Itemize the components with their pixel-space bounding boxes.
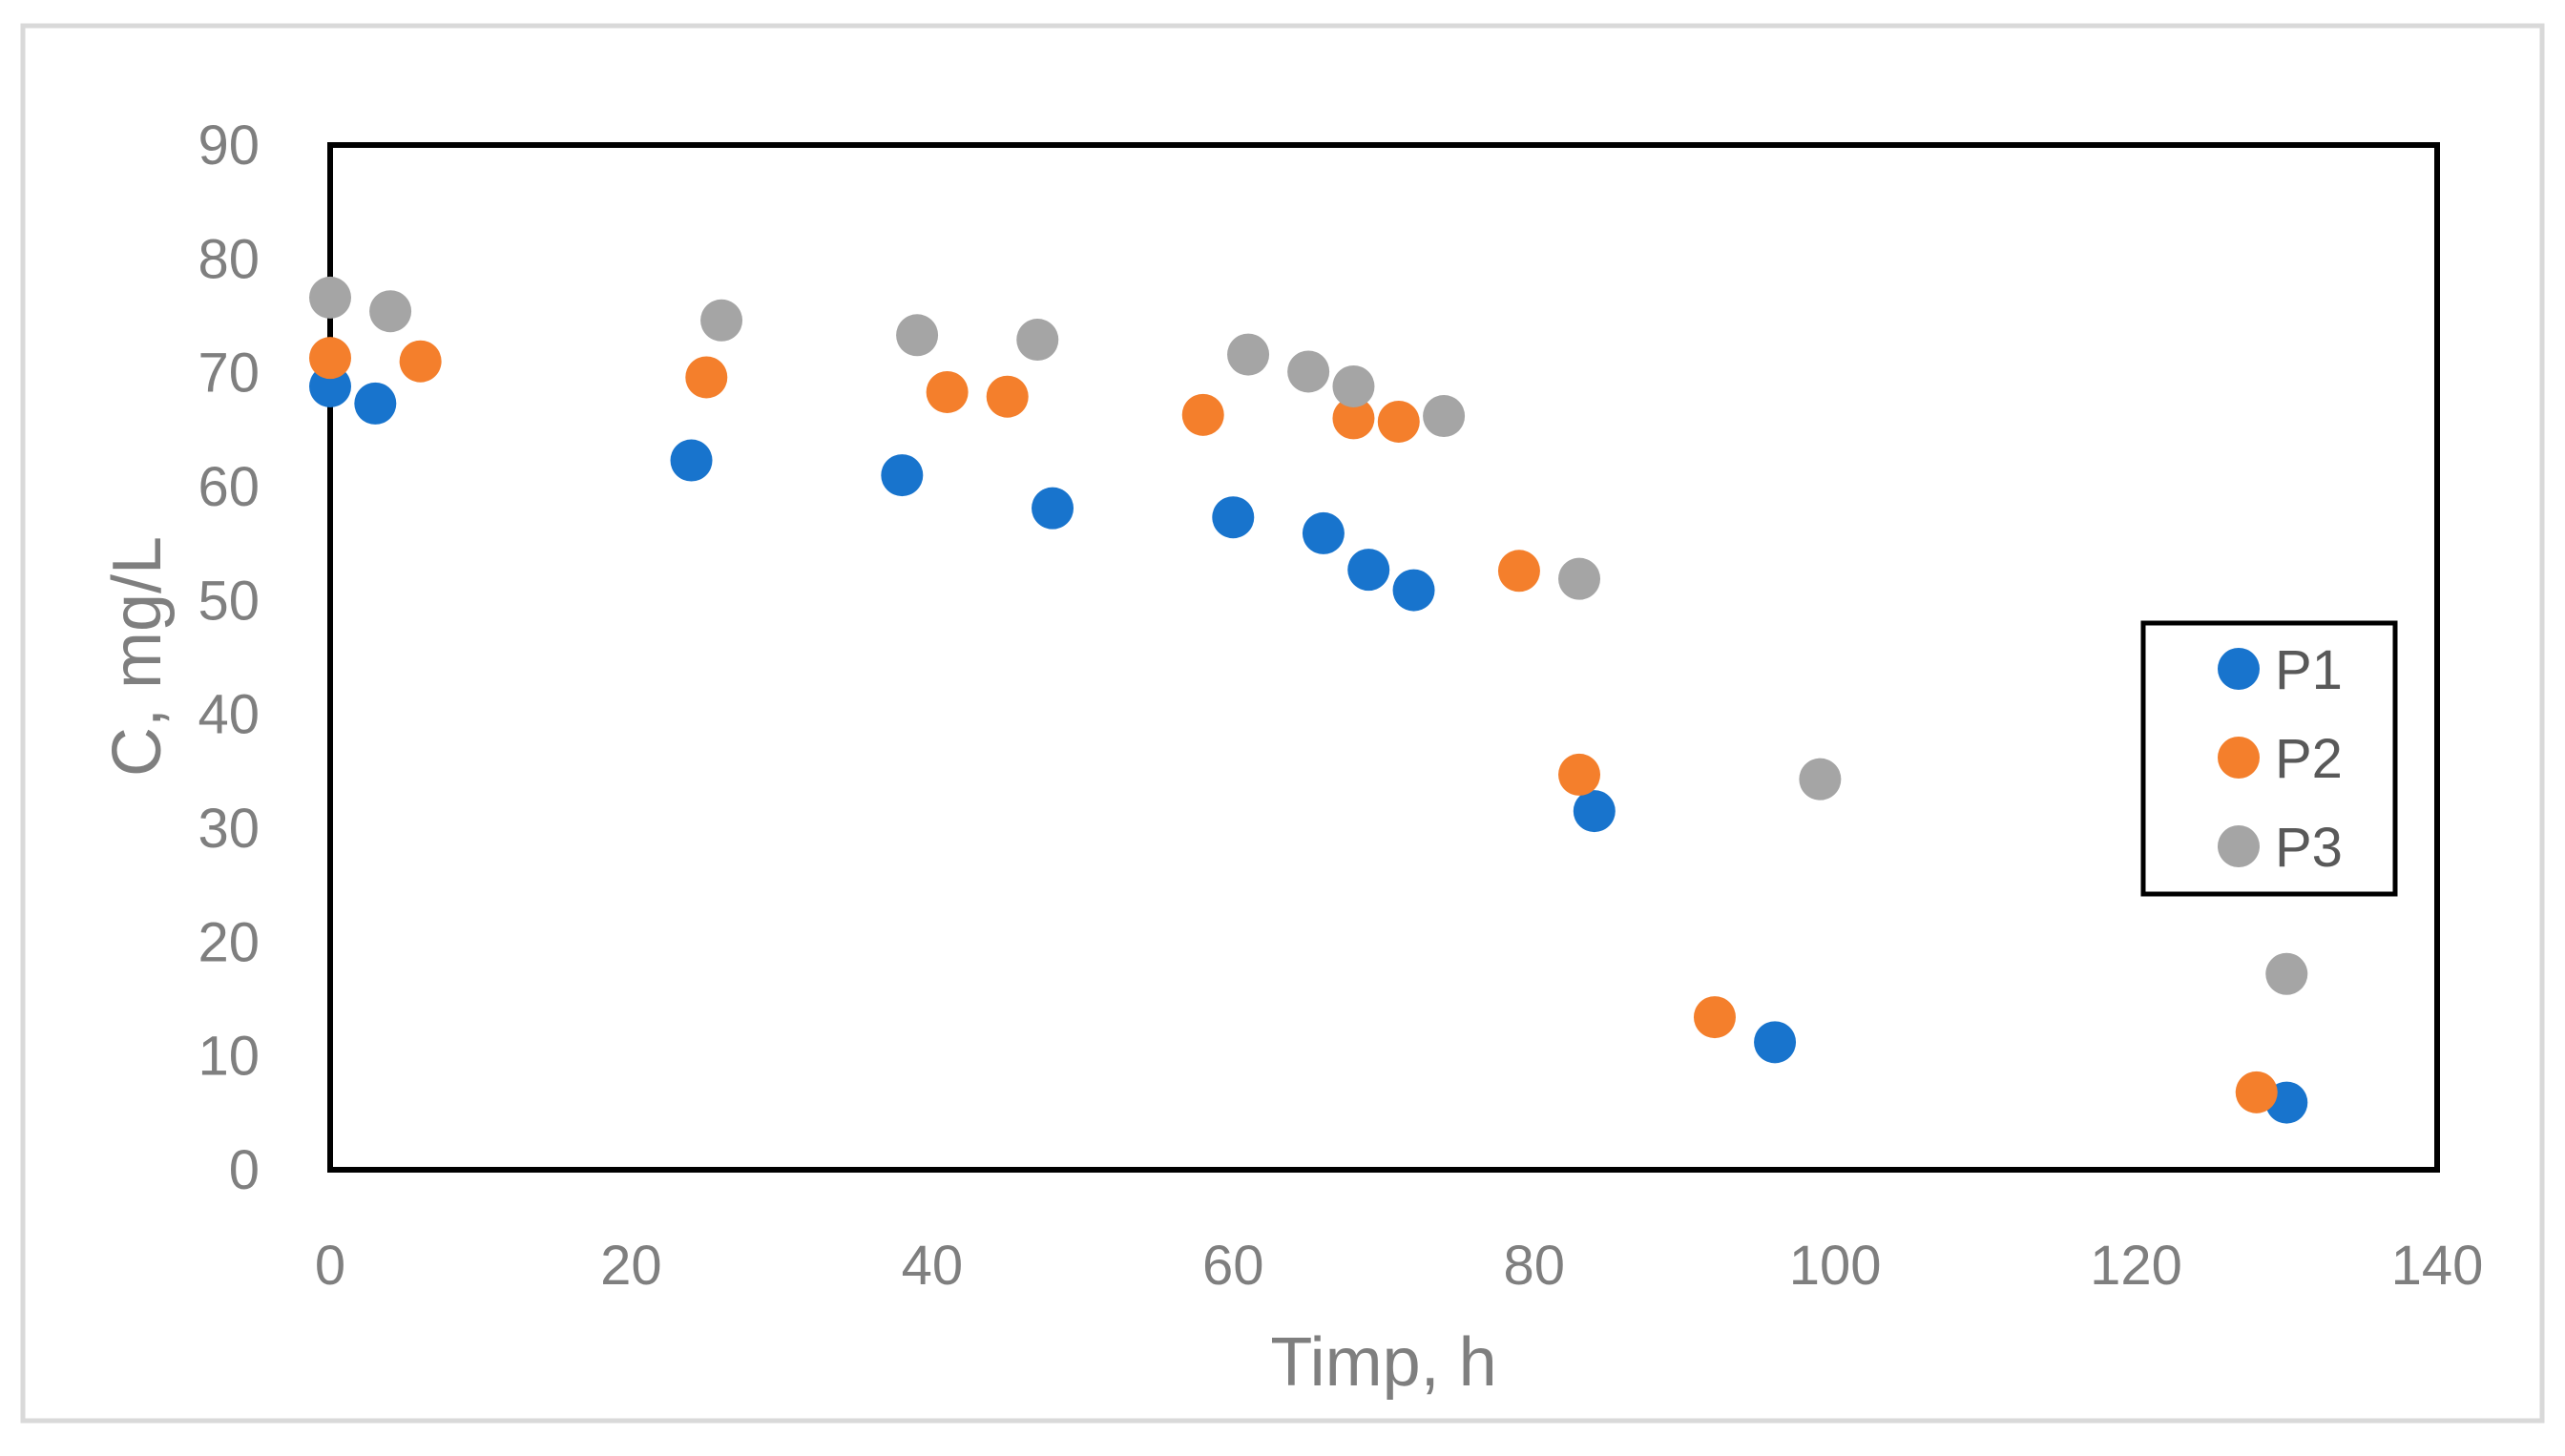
data-point-p1 [1302, 511, 1345, 554]
x-tick-label: 120 [2090, 1235, 2182, 1297]
data-point-p1 [1754, 1021, 1797, 1064]
y-tick-label: 30 [198, 798, 260, 860]
data-point-p3 [369, 290, 412, 333]
plot-area [327, 142, 2440, 1173]
data-point-p3 [1227, 333, 1270, 376]
legend-box [2140, 620, 2398, 897]
data-point-p3 [700, 299, 743, 342]
data-point-p2 [399, 340, 442, 383]
y-axis-tick-labels: 0 10 20 30 40 50 60 70 80 90 [198, 114, 260, 1201]
y-tick-label: 60 [198, 456, 260, 518]
data-point-p2 [1497, 550, 1540, 593]
y-axis-title: C, mg/L [99, 536, 176, 777]
data-point-p1 [670, 439, 713, 482]
data-point-p3 [1287, 350, 1330, 393]
data-point-p1 [1032, 487, 1074, 530]
data-point-p1 [1212, 496, 1255, 539]
data-points [309, 276, 2308, 1124]
legend-label-p1: P1 [2275, 639, 2343, 701]
x-tick-label: 100 [1789, 1235, 1882, 1297]
y-tick-label: 90 [198, 114, 260, 177]
legend-marker-p2 [2218, 737, 2260, 779]
legend-label-p2: P2 [2275, 728, 2343, 790]
data-point-p1 [1573, 790, 1616, 833]
data-point-p3 [896, 314, 939, 357]
x-tick-label: 60 [1202, 1235, 1264, 1297]
data-point-p2 [1558, 753, 1601, 796]
data-point-p2 [1693, 996, 1736, 1039]
x-tick-label: 40 [902, 1235, 964, 1297]
series-p2 [309, 337, 2278, 1113]
x-tick-label: 20 [600, 1235, 662, 1297]
chart-area-border [20, 23, 2545, 1424]
data-point-p3 [1423, 395, 1466, 438]
data-point-p2 [309, 337, 351, 380]
data-point-p3 [1332, 364, 1375, 407]
x-tick-label: 80 [1503, 1235, 1565, 1297]
data-point-p1 [354, 382, 397, 425]
data-point-p2 [986, 375, 1029, 418]
data-point-p2 [1332, 397, 1375, 440]
y-tick-label: 40 [198, 684, 260, 746]
data-point-p2 [2235, 1071, 2278, 1113]
data-point-p2 [1377, 400, 1420, 443]
series-p3 [309, 276, 2308, 995]
data-point-p3 [309, 276, 351, 319]
y-tick-label: 80 [198, 228, 260, 290]
x-axis-title: Timp, h [1270, 1324, 1496, 1401]
data-point-p3 [1799, 758, 1842, 801]
y-tick-label: 20 [198, 911, 260, 973]
data-point-p1 [1392, 569, 1435, 612]
data-point-p3 [1558, 557, 1601, 600]
data-point-p2 [926, 370, 969, 413]
x-tick-label: 140 [2391, 1235, 2484, 1297]
legend: P1 P2 P3 [2140, 620, 2398, 897]
data-point-p3 [2265, 952, 2308, 995]
y-tick-label: 50 [198, 570, 260, 632]
legend-marker-p1 [2218, 648, 2260, 690]
x-tick-label: 0 [315, 1235, 345, 1297]
y-tick-label: 0 [229, 1139, 260, 1201]
data-point-p3 [1016, 319, 1059, 362]
x-axis-tick-labels: 0 20 40 60 80 100 120 140 [315, 1235, 2484, 1297]
legend-marker-p3 [2218, 825, 2260, 867]
data-point-p1 [881, 454, 924, 497]
data-point-p2 [685, 356, 728, 399]
legend-label-p3: P3 [2275, 817, 2343, 879]
y-tick-label: 70 [198, 343, 260, 405]
data-point-p2 [1181, 393, 1224, 436]
y-tick-label: 10 [198, 1026, 260, 1088]
data-point-p1 [1347, 549, 1390, 592]
